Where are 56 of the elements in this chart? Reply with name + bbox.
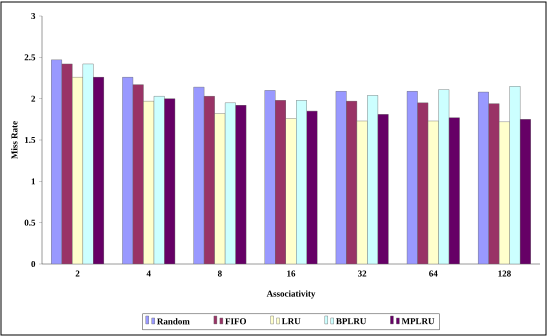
bar xyxy=(448,117,460,264)
x-tick-label: 8 xyxy=(218,270,222,277)
x-axis-title: Associativity xyxy=(266,290,316,299)
bar xyxy=(488,103,500,264)
bar xyxy=(406,91,418,264)
bar xyxy=(224,102,236,264)
y-tick-label: 2 xyxy=(31,96,36,102)
bar xyxy=(143,100,154,264)
bar xyxy=(72,76,84,264)
x-tick-label: 2 xyxy=(76,270,80,276)
y-tick-label: 2.5 xyxy=(24,54,36,60)
bar xyxy=(51,60,62,264)
bar xyxy=(336,91,347,264)
bar xyxy=(62,64,73,264)
y-tick-label: 0.5 xyxy=(24,220,36,226)
legend-label: LRU xyxy=(282,318,300,324)
y-tick-label: 1.5 xyxy=(25,136,36,144)
legend-label: FIFO xyxy=(225,318,246,324)
bar xyxy=(520,119,531,264)
bar xyxy=(235,105,246,264)
x-tick-label: 64 xyxy=(429,270,438,277)
bar xyxy=(378,114,389,264)
x-tick-label: 128 xyxy=(498,270,511,277)
bar xyxy=(428,120,439,264)
x-tick-label: 32 xyxy=(358,270,366,277)
legend-label: MPLRU xyxy=(402,318,434,324)
bar xyxy=(346,100,358,264)
bar xyxy=(417,102,428,264)
bar xyxy=(296,100,307,264)
bar xyxy=(306,110,318,264)
y-tick-label: 0 xyxy=(31,260,36,268)
legend-label: BPLRU xyxy=(336,318,366,324)
bar xyxy=(164,98,176,264)
bar xyxy=(356,120,368,264)
bar xyxy=(154,96,165,264)
bar xyxy=(509,86,520,264)
y-tick-label: 3 xyxy=(31,12,36,20)
y-axis-title: Miss Rate xyxy=(11,121,18,159)
y-tick-label: 1 xyxy=(32,178,36,184)
bar xyxy=(82,64,94,264)
legend-label: Random xyxy=(157,318,190,324)
bar xyxy=(132,84,144,264)
bar xyxy=(204,96,215,264)
bar xyxy=(275,100,286,264)
bar xyxy=(498,122,510,264)
bar xyxy=(478,92,489,264)
bar xyxy=(214,113,226,264)
x-tick-label: 4 xyxy=(146,270,151,276)
bar xyxy=(264,90,276,264)
bar xyxy=(193,86,204,264)
bar xyxy=(438,89,450,264)
x-tick-label: 16 xyxy=(287,270,296,277)
bar xyxy=(93,76,104,264)
bar xyxy=(122,76,134,264)
bar xyxy=(286,118,296,264)
bar xyxy=(367,95,378,264)
